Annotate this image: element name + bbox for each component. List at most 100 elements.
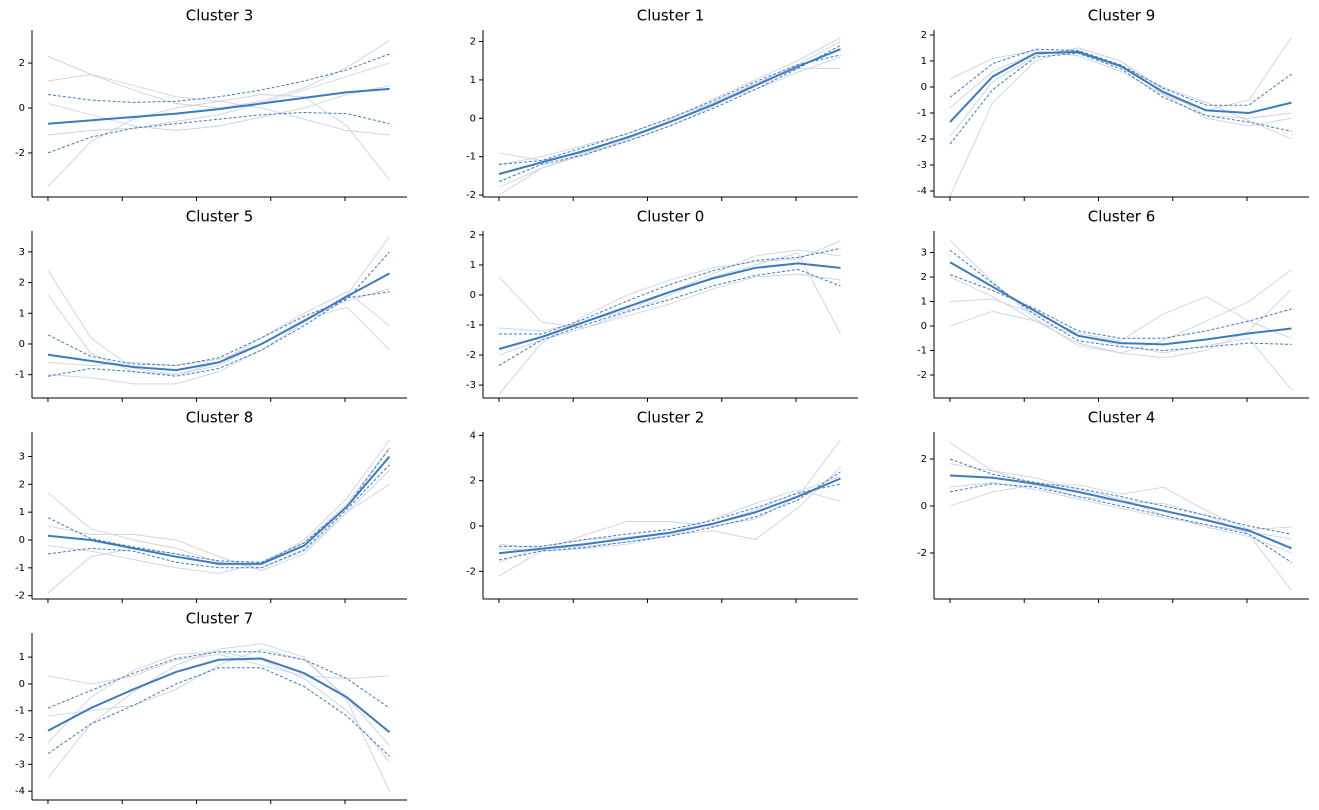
y-tick-label: 2 xyxy=(19,58,25,69)
sample-line xyxy=(47,40,390,109)
y-tick-label: 0 xyxy=(921,321,927,332)
mean-line xyxy=(47,657,391,733)
plot-area xyxy=(949,239,1292,390)
y-tick-label: 0 xyxy=(921,82,927,93)
bound-line xyxy=(47,667,390,757)
sample-line xyxy=(949,37,1292,111)
bound-line xyxy=(949,48,1292,106)
y-tick-label: -2 xyxy=(917,134,927,145)
y-tick-label: 2 xyxy=(470,37,476,48)
y-tick-label: -2 xyxy=(15,733,25,744)
subplot-title: Cluster 2 xyxy=(637,409,705,427)
sample-line xyxy=(47,73,390,136)
y-tick-label: 1 xyxy=(921,297,927,308)
y-tick-label: -1 xyxy=(466,152,476,163)
plot-area xyxy=(47,40,390,188)
y-tick-label: 1 xyxy=(470,260,476,271)
subplot-title: Cluster 7 xyxy=(186,610,254,628)
subplot-title: Cluster 4 xyxy=(1088,409,1156,427)
subplot-title: Cluster 8 xyxy=(186,409,254,427)
sample-line xyxy=(498,67,841,188)
sample-line xyxy=(47,306,390,366)
mean-line xyxy=(498,262,841,350)
bound-line xyxy=(949,274,1292,339)
sample-line xyxy=(47,439,390,594)
y-tick-label: 1 xyxy=(19,507,25,518)
subplot: Cluster 5 -1 0 1 2 3 xyxy=(15,208,407,402)
subplot-title: Cluster 5 xyxy=(186,208,254,226)
bound-line xyxy=(47,111,390,154)
y-tick-label: -1 xyxy=(466,320,476,331)
subplot: Cluster 0 -3 -2 -1 0 1 2 xyxy=(466,208,858,402)
subplot: Cluster 8 -2 -1 0 1 2 3 xyxy=(15,409,407,603)
mean-line xyxy=(949,474,1292,550)
bound-line xyxy=(499,483,841,547)
y-tick-label: -4 xyxy=(917,186,927,197)
y-tick-label: -2 xyxy=(15,148,25,159)
bound-line xyxy=(949,458,1292,535)
y-tick-label: 4 xyxy=(470,430,476,441)
subplot: Cluster 3 -2 0 2 xyxy=(15,7,407,201)
subplot-title: Cluster 1 xyxy=(637,7,705,25)
y-tick-label: 3 xyxy=(19,451,25,462)
y-tick-label: -2 xyxy=(466,190,476,201)
sample-line xyxy=(47,653,390,685)
y-tick-label: 2 xyxy=(470,230,476,241)
subplot-title: Cluster 6 xyxy=(1088,208,1156,226)
sample-line xyxy=(47,643,390,792)
y-tick-label: 0 xyxy=(19,679,25,690)
y-tick-label: 2 xyxy=(921,454,927,465)
sample-line xyxy=(949,442,1292,591)
mean-line xyxy=(47,87,390,125)
sample-line xyxy=(47,648,390,746)
mean-line xyxy=(47,455,391,565)
y-tick-label: -1 xyxy=(15,370,25,381)
y-tick-label: -4 xyxy=(15,786,25,797)
bound-line xyxy=(498,268,841,367)
plot-area xyxy=(949,37,1292,197)
sample-line xyxy=(498,475,841,552)
y-tick-label: 0 xyxy=(470,521,476,532)
y-tick-label: 2 xyxy=(470,476,476,487)
y-tick-label: -3 xyxy=(466,380,476,391)
mean-line xyxy=(498,477,841,555)
bound-line xyxy=(47,251,390,367)
y-tick-label: 3 xyxy=(19,247,25,258)
y-tick-label: -3 xyxy=(15,759,25,770)
mean-line xyxy=(949,261,1292,346)
y-tick-label: 0 xyxy=(19,339,25,350)
bound-line xyxy=(47,447,390,563)
y-tick-label: -2 xyxy=(15,591,25,602)
plot-area xyxy=(498,439,841,577)
subplot: Cluster 2 -2 0 2 4 xyxy=(466,409,858,603)
bound-line xyxy=(498,54,841,165)
sample-line xyxy=(498,252,841,335)
sample-line xyxy=(47,470,390,572)
y-tick-label: -2 xyxy=(466,350,476,361)
sample-line xyxy=(949,239,1292,354)
bound-line xyxy=(47,53,390,103)
sample-line xyxy=(498,273,841,356)
y-tick-label: 1 xyxy=(470,75,476,86)
bound-line xyxy=(949,52,1292,145)
bound-line xyxy=(498,44,841,183)
sample-line xyxy=(949,47,1292,137)
y-tick-label: 0 xyxy=(470,113,476,124)
bound-line xyxy=(47,291,390,377)
y-tick-label: 0 xyxy=(19,103,25,114)
mean-line xyxy=(498,48,841,175)
y-tick-label: 3 xyxy=(921,248,927,259)
y-tick-label: -1 xyxy=(917,108,927,119)
y-tick-label: 0 xyxy=(470,290,476,301)
sample-line xyxy=(949,463,1292,554)
sample-line xyxy=(498,240,841,395)
subplot: Cluster 4 -2 0 2 xyxy=(917,409,1309,603)
subplot: Cluster 1 -2 -1 0 1 2 xyxy=(466,7,858,201)
mean-line xyxy=(949,50,1292,123)
y-tick-label: 0 xyxy=(19,535,25,546)
y-tick-label: 2 xyxy=(19,479,25,490)
sample-line xyxy=(949,484,1292,530)
sample-line xyxy=(949,482,1292,540)
subplot-title: Cluster 3 xyxy=(186,7,254,25)
